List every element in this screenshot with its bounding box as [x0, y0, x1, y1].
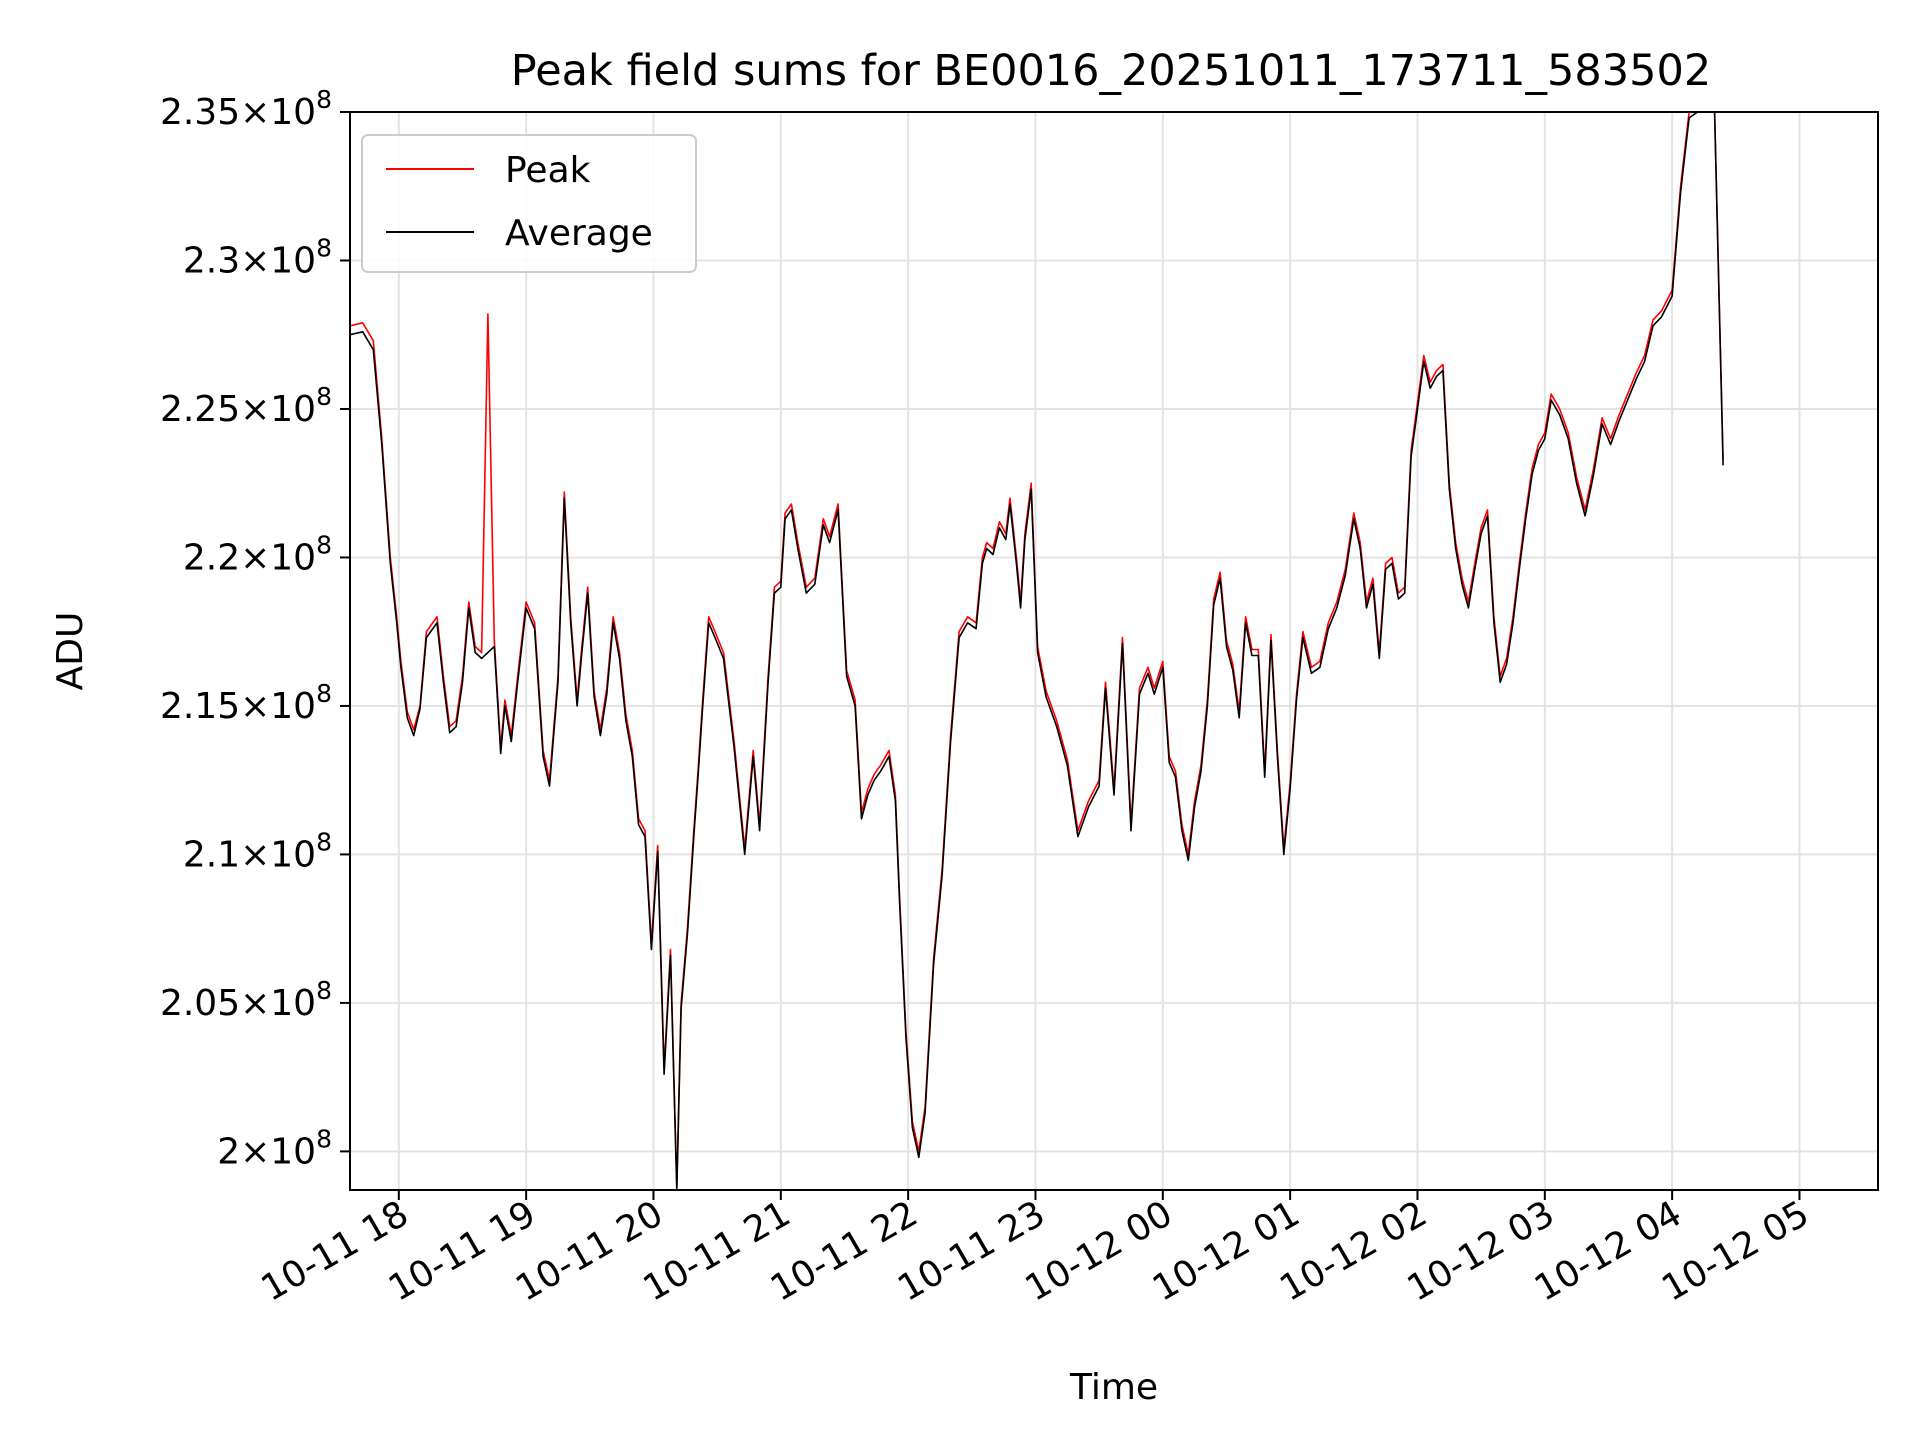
chart-title: Peak field sums for BE0016_20251011_1737…	[511, 46, 1711, 96]
x-tick-label-0: 10-11 18	[255, 1193, 416, 1309]
y-tick-label-1: 2.05×108	[160, 976, 332, 1024]
x-tick-label-5: 10-11 23	[891, 1193, 1052, 1309]
x-axis-label: Time	[1069, 1367, 1158, 1408]
y-tick-label-5: 2.25×108	[160, 382, 332, 430]
y-axis-label: ADU	[50, 612, 91, 691]
y-tick-label-6: 2.3×108	[183, 233, 332, 281]
series-line-average	[349, 111, 1724, 1191]
x-tick-label-10: 10-12 04	[1528, 1193, 1689, 1309]
legend-label-peak: Peak	[505, 150, 591, 191]
legend: Peak Average	[361, 134, 697, 273]
series-line-peak	[349, 111, 1724, 1188]
x-tick-label-3: 10-11 21	[637, 1193, 798, 1309]
x-tick-label-11: 10-12 05	[1655, 1193, 1816, 1309]
x-tick-label-4: 10-11 22	[764, 1193, 925, 1309]
x-tick-label-1: 10-11 19	[382, 1193, 543, 1309]
y-tick-label-7: 2.35×108	[160, 85, 332, 133]
x-tick-label-2: 10-11 20	[509, 1193, 670, 1309]
legend-label-average: Average	[505, 213, 653, 254]
plot-frame	[349, 111, 1879, 1191]
y-axis-ticks: 2×108 2.05×108 2.1×108 2.15×108 2.2×108 2.25×…	[160, 85, 350, 1172]
y-tick-label-2: 2.1×108	[183, 827, 332, 875]
x-tick-label-9: 10-12 03	[1401, 1193, 1562, 1309]
y-tick-label-4: 2.2×108	[183, 530, 332, 578]
x-tick-label-8: 10-12 02	[1273, 1193, 1434, 1309]
x-tick-label-6: 10-12 00	[1019, 1193, 1180, 1309]
grid	[350, 111, 1878, 1190]
y-tick-label-3: 2.15×108	[160, 679, 332, 727]
plot-lines	[349, 111, 1724, 1191]
x-tick-label-7: 10-12 01	[1146, 1193, 1307, 1309]
y-tick-label-0: 2×108	[217, 1124, 332, 1172]
